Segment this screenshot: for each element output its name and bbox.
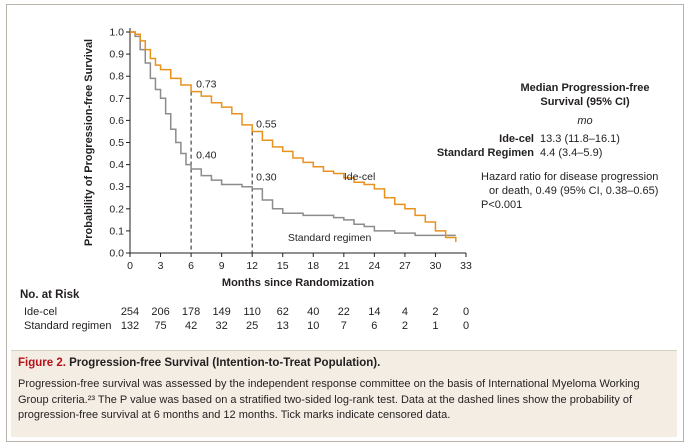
y-tick-label: 0.1 bbox=[109, 225, 124, 237]
at-risk-label-idecel: Ide-cel bbox=[24, 306, 58, 318]
x-tick-label: 3 bbox=[158, 260, 164, 272]
at-risk-label-standard: Standard regimen bbox=[24, 320, 112, 332]
at-risk-title: No. at Risk bbox=[20, 289, 80, 301]
stats-row-standard-value: 4.4 (3.4–5.9) bbox=[540, 147, 603, 159]
y-tick-label: 0.7 bbox=[109, 93, 124, 105]
stats-header-line1: Median Progression-free bbox=[520, 82, 650, 94]
axes: 0 3 6 9 12 15 18 21 24 27 30 33 0.0 0.1 0.2 0.3 0.4 0.5 0.… bbox=[83, 27, 472, 290]
stats-row-standard-label: Standard Regimen bbox=[436, 147, 534, 159]
at-risk-value: 178 bbox=[181, 306, 201, 318]
y-tick-label: 0.2 bbox=[109, 203, 124, 215]
stats-unit: mo bbox=[577, 115, 593, 127]
curves bbox=[130, 31, 457, 253]
x-tick-label: 21 bbox=[338, 260, 350, 272]
at-risk-value: 0 bbox=[462, 320, 470, 332]
at-risk-value: 13 bbox=[276, 320, 289, 332]
series-label: Ide-cel bbox=[344, 171, 376, 183]
annotation-label: 0.73 bbox=[196, 79, 217, 91]
x-tick-label: 27 bbox=[399, 260, 411, 272]
at-risk-value: 1 bbox=[432, 320, 439, 332]
at-risk-value: 4 bbox=[401, 306, 408, 318]
stats-header-line2: Survival (95% CI) bbox=[540, 96, 630, 108]
at-risk-value: 110 bbox=[243, 306, 261, 318]
x-tick-label: 18 bbox=[307, 260, 319, 272]
p-value: P<0.001 bbox=[481, 199, 523, 211]
at-risk-value: 206 bbox=[151, 306, 170, 318]
y-tick-label: 0.9 bbox=[109, 49, 124, 61]
x-tick-label: 15 bbox=[277, 260, 289, 272]
at-risk-value: 7 bbox=[340, 320, 347, 332]
caption-title: Figure 2. Progression-free Survival (Int… bbox=[18, 357, 380, 369]
y-axis-label: Probability of Progression-free Survival bbox=[83, 39, 95, 246]
at-risk-value: 32 bbox=[215, 320, 228, 332]
chart-labels: 0.73 0.40 0.55 0.30 Ide-cel Standard regimen bbox=[196, 79, 375, 244]
hazard-line1: Hazard ratio for disease progression bbox=[481, 171, 659, 183]
at-risk-value: 10 bbox=[307, 320, 320, 332]
at-risk-value: 149 bbox=[212, 306, 231, 318]
figure-title: Progression-free Survival (Intention-to-… bbox=[69, 357, 381, 369]
annotation-label: 0.30 bbox=[256, 172, 277, 184]
at-risk-value: 42 bbox=[184, 320, 198, 332]
stats-row-idecel-value: 13.3 (11.8–16.1) bbox=[540, 133, 620, 145]
km-plot: 0 3 6 9 12 15 18 21 24 27 30 33 0.0 0.1 0.2 0.3 0.4 0.5 0.… bbox=[83, 27, 472, 290]
y-tick-label: 0.4 bbox=[109, 159, 124, 171]
at-risk-value: 75 bbox=[154, 320, 167, 332]
series-line-standard-regimen bbox=[130, 31, 456, 237]
caption-body: Progression-free survival was assessed b… bbox=[18, 378, 640, 421]
at-risk-value: 40 bbox=[307, 306, 320, 318]
at-risk-value: 2 bbox=[401, 320, 408, 332]
at-risk-value: 6 bbox=[371, 320, 378, 332]
x-tick-label: 12 bbox=[246, 260, 258, 272]
y-tick-label: 0.6 bbox=[109, 115, 124, 127]
hazard-line2: or death, 0.49 (95% CI, 0.38–0.65) bbox=[489, 185, 659, 197]
at-risk-value: 14 bbox=[368, 306, 381, 318]
annotation-label: 0.40 bbox=[196, 150, 217, 162]
series-line-ide-cel bbox=[130, 31, 457, 242]
x-tick-label: 6 bbox=[188, 260, 194, 272]
stats-row-idecel-label: Ide-cel bbox=[499, 133, 534, 145]
at-risk-value: 132 bbox=[120, 320, 140, 332]
y-tick-label: 0.5 bbox=[109, 137, 124, 149]
x-tick-label: 33 bbox=[460, 260, 472, 272]
at-risk-value: 62 bbox=[276, 306, 289, 318]
x-axis-label: Months since Randomization bbox=[222, 277, 374, 289]
at-risk-value: 254 bbox=[120, 306, 140, 318]
y-tick-label: 1.0 bbox=[109, 27, 124, 39]
annotation-label: 0.55 bbox=[256, 118, 277, 130]
x-tick-label: 0 bbox=[127, 260, 133, 272]
figure-label: Figure 2. bbox=[18, 357, 66, 369]
figure-caption: Figure 2. Progression-free Survival (Int… bbox=[11, 350, 677, 437]
x-tick-label: 24 bbox=[369, 260, 381, 272]
at-risk-value: 2 bbox=[432, 306, 439, 318]
series-label: Standard regimen bbox=[288, 232, 372, 244]
at-risk-value: 0 bbox=[462, 306, 470, 318]
y-tick-label: 0.3 bbox=[109, 181, 124, 193]
at-risk-value: 22 bbox=[337, 306, 350, 318]
y-tick-label: 0.0 bbox=[109, 248, 124, 260]
x-tick-label: 9 bbox=[219, 260, 225, 272]
at-risk-value: 25 bbox=[246, 320, 259, 332]
y-tick-label: 0.8 bbox=[109, 71, 124, 83]
x-tick-label: 30 bbox=[430, 260, 442, 272]
